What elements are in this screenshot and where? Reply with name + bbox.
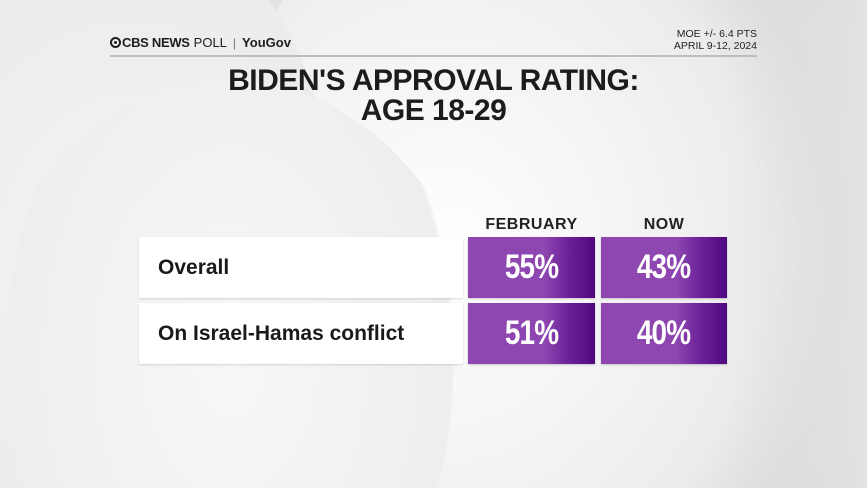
logo-yougov-text: YouGov (242, 35, 291, 50)
title-line-1: BIDEN'S APPROVAL RATING: (228, 64, 639, 97)
value-cell-now: 40% (601, 303, 727, 364)
column-header-now: NOW (643, 216, 685, 233)
row-label: Overall (139, 237, 463, 298)
page-title: BIDEN'S APPROVAL RATING: AGE 18-29 (0, 66, 867, 126)
value-cell-february: 55% (468, 237, 595, 298)
logo-poll-text: POLL (193, 35, 227, 50)
poll-meta: MOE +/- 6.4 PTS APRIL 9-12, 2024 (674, 28, 757, 52)
cbs-news-poll-logo: CBS NEWS POLL | YouGov (110, 35, 291, 50)
value-cell-now: 43% (601, 237, 727, 298)
logo-cbs-text: CBS NEWS (122, 35, 190, 50)
title-line-2: AGE 18-29 (360, 94, 507, 127)
background-fade (727, 0, 867, 488)
margin-of-error: MOE +/- 6.4 PTS (676, 28, 757, 40)
poll-dates: APRIL 9-12, 2024 (673, 40, 757, 52)
value-cell-february: 51% (468, 303, 595, 364)
header-divider (110, 55, 757, 57)
cbs-eye-icon (110, 37, 121, 48)
column-header-february: FEBRUARY (485, 216, 578, 233)
row-label: On Israel-Hamas conflict (139, 303, 463, 364)
logo-separator: | (232, 35, 237, 50)
